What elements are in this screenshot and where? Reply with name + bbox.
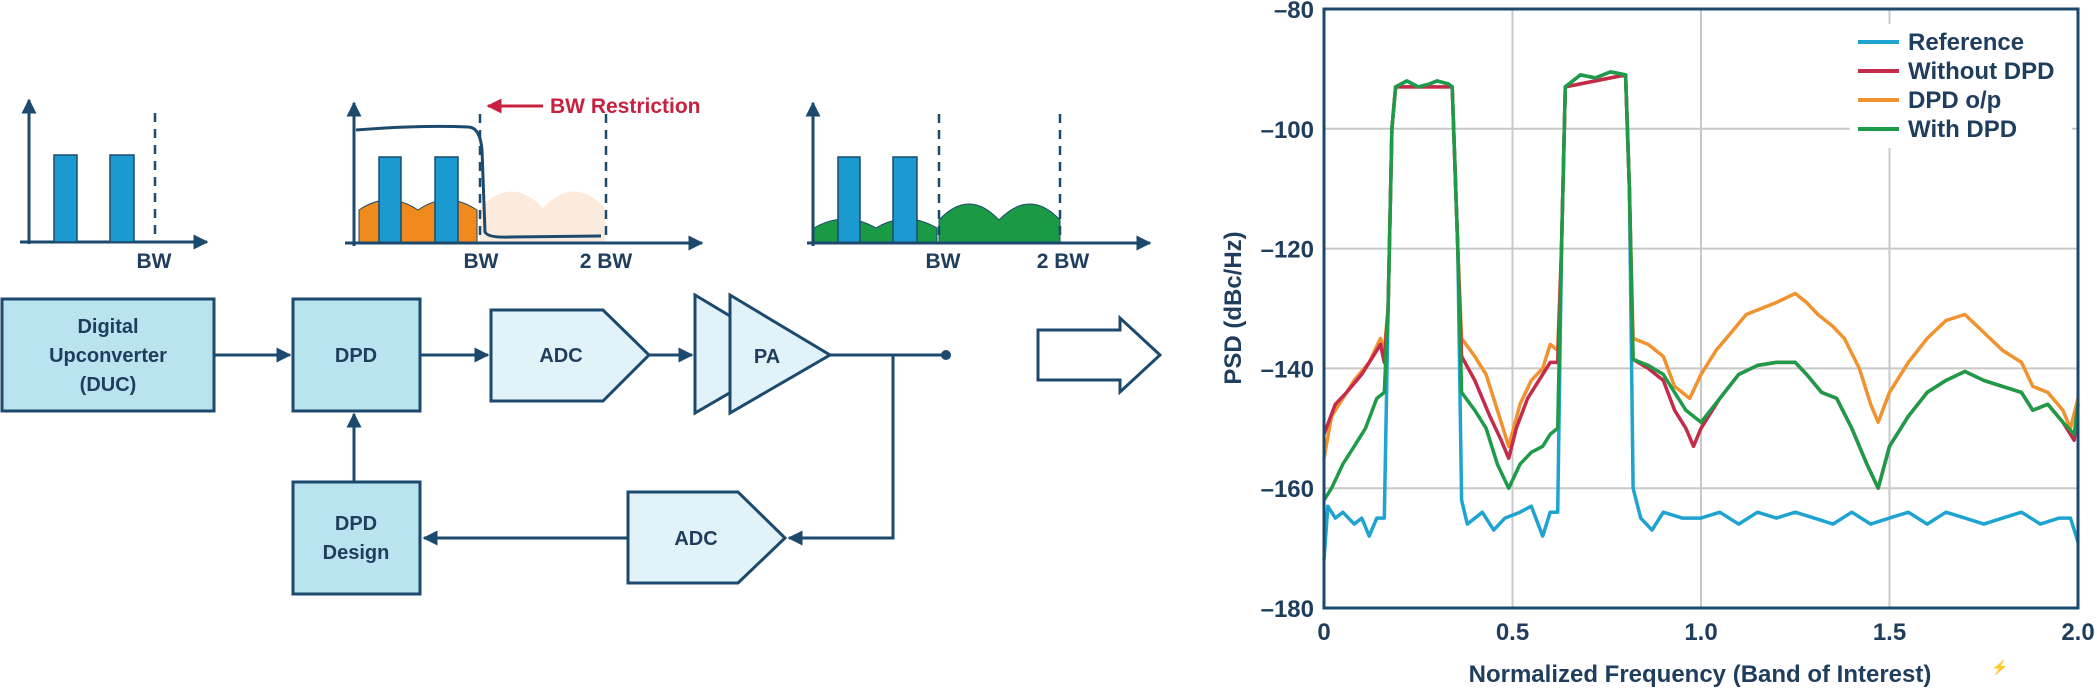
spectrum-input: BW	[20, 98, 209, 273]
dpd-label: DPD	[335, 345, 377, 367]
pa-block	[728, 292, 833, 416]
legend-label: Without DPD	[1908, 58, 2054, 85]
dpd-design-label-line1: DPD	[335, 513, 377, 535]
bw-label: BW	[926, 250, 961, 273]
psd-chart: –80 –100 –120 –140 –160 –180 0 0.5 1.0 1.5 2.0 PS…	[1220, 0, 2095, 688]
spectrum-pa-output: BW 2 BW	[805, 101, 1152, 273]
x-tick-label: 1.5	[1873, 619, 1906, 646]
y-tick-label: –80	[1274, 0, 1314, 24]
2bw-label: 2 BW	[580, 250, 633, 273]
y-axis-label: PSD (dBc/Hz)	[1220, 231, 1247, 384]
output-node	[941, 350, 951, 360]
residual-hump	[813, 218, 938, 244]
legend-label: With DPD	[1908, 116, 2017, 143]
2bw-label: 2 BW	[1037, 250, 1090, 273]
legend-label: DPD o/p	[1908, 87, 2001, 114]
plot-frame	[1322, 7, 2080, 610]
dpd-design-label-line2: Design	[323, 542, 390, 564]
x-tick-labels: 0 0.5 1.0 1.5 2.0	[1317, 619, 2094, 646]
x-axis-label: Normalized Frequency (Band of Interest)	[1469, 661, 1932, 688]
series-line-with-dpd	[1322, 70, 2080, 502]
duc-label-line2: Upconverter	[49, 345, 167, 367]
carrier-bar	[892, 156, 918, 244]
duc-label-line3: (DUC)	[80, 374, 137, 396]
y-tick-label: –140	[1261, 356, 1314, 383]
carrier-bar	[837, 156, 861, 244]
feedback-path	[787, 355, 895, 546]
x-tick-label: 0.5	[1496, 619, 1529, 646]
carrier-bar	[434, 156, 459, 244]
x-tick-label: 1.0	[1684, 619, 1717, 646]
carrier-bar	[378, 156, 402, 244]
dpd-design-block	[291, 480, 422, 596]
legend-label: Reference	[1908, 29, 2024, 56]
restricted-distortion-hump	[480, 191, 605, 243]
y-tick-label: –120	[1261, 237, 1314, 264]
result-arrow-icon	[1036, 314, 1163, 396]
bw-filter-curve	[355, 124, 602, 239]
spectrum-dpd-output: BW 2 BW BW Restriction	[345, 95, 704, 273]
distortion-hump	[358, 199, 478, 244]
bw-label: BW	[137, 250, 172, 273]
adc-feedback-label: ADC	[674, 528, 717, 550]
duc-label-line1: Digital	[77, 316, 138, 338]
carrier-bar	[109, 154, 135, 243]
adc-forward-block	[489, 308, 652, 403]
x-tick-label: 0	[1317, 619, 1330, 646]
bw-restriction-label: BW Restriction	[550, 95, 701, 118]
block-diagram: Digital Upconverter (DUC) DPD ADC PA ADC…	[0, 292, 1163, 596]
pa-label: PA	[754, 346, 780, 368]
carrier-bar	[53, 154, 78, 243]
bw-label: BW	[464, 250, 499, 273]
adc-forward-label: ADC	[539, 345, 582, 367]
y-tick-label: –160	[1261, 476, 1314, 503]
series-lines	[1322, 70, 2080, 561]
y-tick-label: –100	[1261, 117, 1314, 144]
adc-feedback-block	[626, 490, 788, 585]
out-of-band-hump	[938, 203, 1061, 244]
y-tick-labels: –80 –100 –120 –140 –160 –180	[1261, 0, 1314, 623]
watermark: ⚡	[1991, 659, 2008, 676]
x-tick-label: 2.0	[2061, 619, 2094, 646]
y-tick-label: –180	[1261, 596, 1314, 623]
